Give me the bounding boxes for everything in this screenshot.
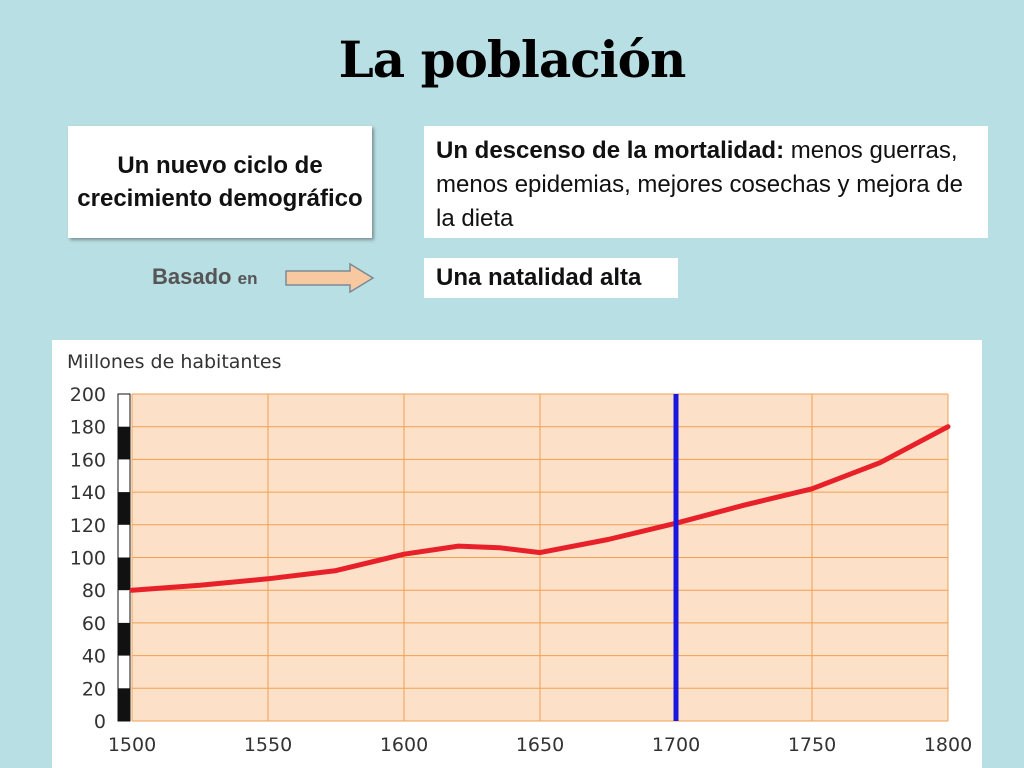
y-tick-label: 80 <box>82 580 106 602</box>
chart-svg: 0 20 40 60 80 100 120 140 160 180 200 1500 1550 1600 1… <box>67 351 972 756</box>
y-tick-label: 100 <box>70 548 106 570</box>
axis-scale-segment <box>118 492 130 525</box>
birthrate-text: Una natalidad alta <box>436 264 642 291</box>
mortality-box: Un descenso de la mortalidad: menos guer… <box>424 126 988 238</box>
y-tick-label: 60 <box>82 613 106 635</box>
y-tick-label: 200 <box>70 384 106 406</box>
y-tick-label: 40 <box>82 646 106 668</box>
slide-title: La población <box>338 30 687 89</box>
growth-cycle-box: Un nuevo ciclo de crecimiento demográfic… <box>68 126 372 238</box>
x-tick-label: 1800 <box>924 734 972 756</box>
y-tick-label: 180 <box>70 417 106 439</box>
mortality-heading: Un descenso de la mortalidad: <box>436 137 785 164</box>
birthrate-box: Una natalidad alta <box>424 258 678 298</box>
x-tick-label: 1700 <box>652 734 700 756</box>
axis-scale-segment <box>118 426 130 460</box>
right-arrow-icon <box>285 262 375 294</box>
y-tick-label: 20 <box>82 678 106 700</box>
based-on-label: Basado en <box>152 264 257 290</box>
mortality-text: menos guerras, menos epidemias, mejores … <box>436 137 963 232</box>
y-tick-label: 0 <box>94 711 106 733</box>
axis-scale-segment <box>118 557 130 591</box>
x-tick-label: 1500 <box>108 734 156 756</box>
population-line <box>129 424 951 593</box>
y-axis-label: Millones de habitantes <box>67 351 282 373</box>
axis-scale-segment <box>118 622 130 656</box>
en-label: en <box>237 269 258 288</box>
population-chart: 0 20 40 60 80 100 120 140 160 180 200 1500 1550 1600 1… <box>52 340 982 768</box>
y-tick-label: 160 <box>70 449 106 471</box>
axis-scale-segment <box>118 688 130 721</box>
x-tick-label: 1550 <box>244 734 292 756</box>
growth-cycle-text: Un nuevo ciclo de crecimiento demográfic… <box>77 152 363 212</box>
y-tick-label: 120 <box>70 515 106 537</box>
y-tick-label: 140 <box>70 482 106 504</box>
x-tick-label: 1750 <box>788 734 836 756</box>
x-tick-label: 1650 <box>516 734 564 756</box>
x-tick-label: 1600 <box>380 734 428 756</box>
based-label: Basado <box>152 264 232 289</box>
